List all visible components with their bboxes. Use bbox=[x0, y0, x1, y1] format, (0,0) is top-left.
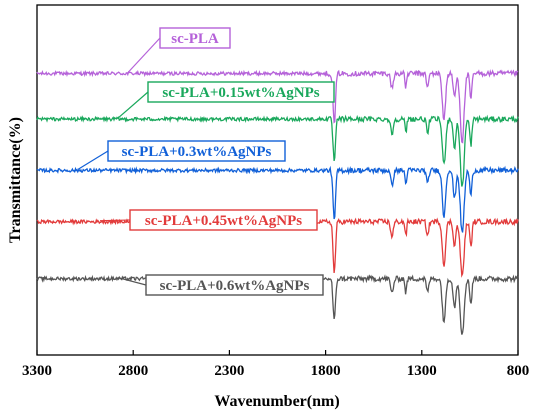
series-2: sc-PLA+0.3wt%AgNPs bbox=[36, 140, 519, 233]
x-tick-label: 2800 bbox=[118, 363, 148, 379]
series-0: sc-PLA bbox=[36, 27, 519, 144]
x-axis-ticks: 3300 2800 2300 1800 1300 800 bbox=[22, 350, 529, 379]
series-label-box bbox=[159, 27, 231, 49]
series-layer: sc-PLA sc-PLA+0.15wt%AgNPs sc-PLA+0.3wt%Ag… bbox=[36, 27, 519, 335]
series-label-box bbox=[147, 81, 335, 103]
plot-frame bbox=[36, 4, 519, 356]
series-line bbox=[36, 165, 519, 233]
series-label: sc-PLA+0.6wt%AgNPs bbox=[160, 278, 310, 294]
series-1: sc-PLA+0.15wt%AgNPs bbox=[36, 81, 519, 187]
x-tick-label: 3300 bbox=[22, 363, 52, 379]
series-label-box bbox=[145, 274, 324, 296]
series-line bbox=[36, 69, 519, 144]
series-leader-line bbox=[77, 150, 109, 170]
series-leader-line bbox=[99, 219, 131, 222]
series-leader-line bbox=[117, 91, 149, 119]
series-label: sc-PLA bbox=[171, 31, 219, 47]
series-4: sc-PLA+0.6wt%AgNPs bbox=[36, 274, 519, 335]
series-label: sc-PLA+0.45wt%AgNPs bbox=[145, 213, 302, 229]
series-label-box bbox=[107, 140, 286, 162]
series-label: sc-PLA+0.3wt%AgNPs bbox=[122, 144, 272, 160]
series-leader-line bbox=[127, 37, 161, 73]
x-tick-label: 1300 bbox=[407, 363, 437, 379]
series-label: sc-PLA+0.15wt%AgNPs bbox=[162, 85, 319, 101]
series-leader-line bbox=[117, 277, 147, 286]
x-tick-label: 1800 bbox=[311, 363, 341, 379]
series-3: sc-PLA+0.45wt%AgNPs bbox=[36, 209, 519, 278]
y-axis-title: Transmittance(%) bbox=[7, 117, 24, 243]
series-label-box bbox=[129, 209, 318, 231]
x-tick-label: 2300 bbox=[214, 363, 244, 379]
series-line bbox=[36, 114, 519, 187]
x-axis-title: Wavenumber(nm) bbox=[214, 393, 339, 410]
x-tick-label: 800 bbox=[507, 363, 530, 379]
